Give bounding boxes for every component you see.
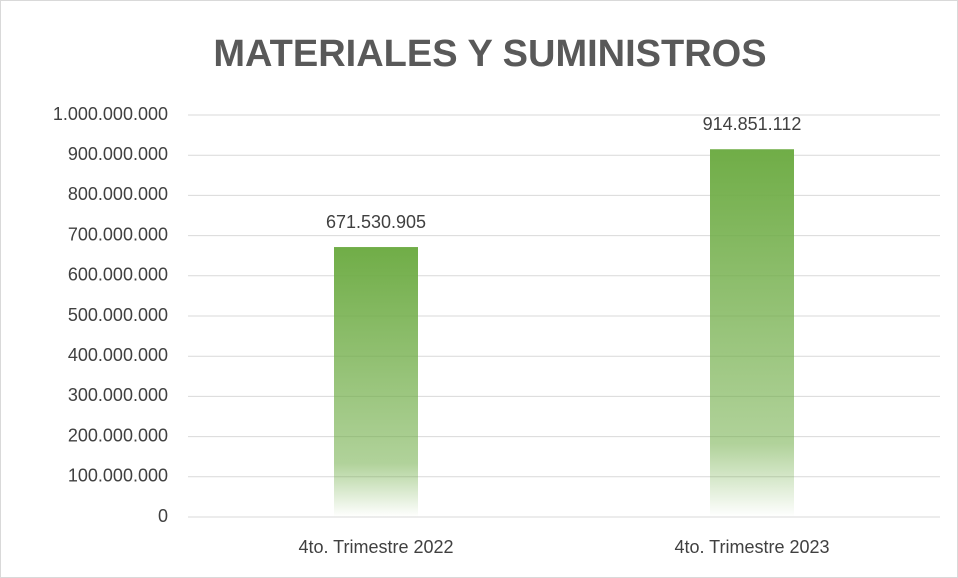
y-tick-label: 0 <box>158 506 168 526</box>
y-tick-label: 200.000.000 <box>68 425 168 445</box>
bar <box>710 149 794 517</box>
y-tick-label: 700.000.000 <box>68 224 168 244</box>
y-tick-label: 600.000.000 <box>68 265 168 285</box>
y-tick-label: 100.000.000 <box>68 466 168 486</box>
y-tick-label: 1.000.000.000 <box>53 104 168 124</box>
y-tick-label: 500.000.000 <box>68 305 168 325</box>
y-tick-label: 900.000.000 <box>68 144 168 164</box>
x-tick-label: 4to. Trimestre 2023 <box>674 537 829 557</box>
bar <box>334 247 418 518</box>
data-label: 671.530.905 <box>326 212 426 232</box>
y-tick-label: 300.000.000 <box>68 385 168 405</box>
chart-title: MATERIALES Y SUMINISTROS <box>213 33 766 75</box>
y-tick-label: 800.000.000 <box>68 184 168 204</box>
x-tick-label: 4to. Trimestre 2022 <box>298 537 453 557</box>
data-label: 914.851.112 <box>703 114 802 134</box>
y-tick-label: 400.000.000 <box>68 345 168 365</box>
